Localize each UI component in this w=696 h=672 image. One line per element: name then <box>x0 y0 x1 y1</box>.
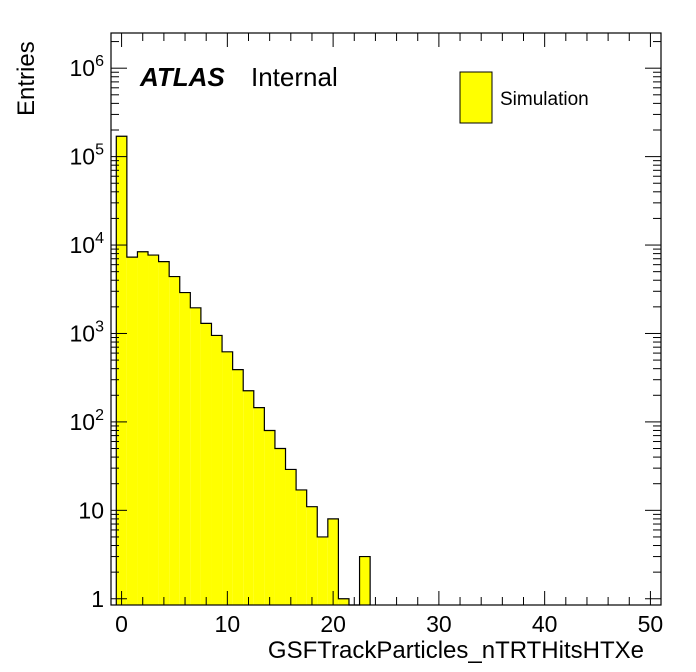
x-tick-label: 50 <box>638 611 664 637</box>
histogram-bar <box>137 251 149 605</box>
histogram-bar <box>190 307 201 605</box>
x-axis-title: GSFTrackParticles_nTRTHitsHTXe <box>268 637 644 664</box>
histogram-bar <box>243 390 254 605</box>
histogram-bar <box>338 598 349 605</box>
histogram-bar <box>158 261 170 605</box>
histogram-bar <box>317 536 328 605</box>
legend-label-simulation: Simulation <box>500 89 589 110</box>
histogram-bar <box>264 430 275 605</box>
histogram-bar <box>274 448 286 605</box>
histogram-bar <box>211 335 223 605</box>
internal-label: Internal <box>251 62 338 92</box>
x-tick-label: 30 <box>426 611 452 637</box>
y-tick-label: 102 <box>70 407 105 435</box>
y-tick-label: 1 <box>91 586 104 612</box>
y-axis-title: Entries <box>13 41 40 116</box>
legend-swatch-simulation <box>459 71 493 124</box>
x-tick-label: 10 <box>215 611 241 637</box>
y-tick-labels: 1 10 102 103 104 105 106 <box>70 53 105 612</box>
y-tick-label: 10 <box>78 497 104 523</box>
histogram-bar <box>296 489 307 605</box>
histogram-bar <box>179 292 191 605</box>
histogram-bar <box>116 136 127 605</box>
histogram-bar <box>232 369 244 605</box>
histogram-bar <box>306 506 318 605</box>
x-tick-label: 20 <box>320 611 346 637</box>
atlas-label: ATLAS <box>139 62 225 92</box>
histogram-bars <box>116 136 371 605</box>
axis-ticks <box>111 33 661 605</box>
histogram-bar <box>285 469 297 605</box>
y-tick-label: 104 <box>70 230 105 258</box>
x-tick-label: 40 <box>532 611 558 637</box>
x-tick-label: 0 <box>115 611 128 637</box>
histogram-bar <box>126 257 138 605</box>
histogram-bar <box>359 556 371 605</box>
y-tick-label: 105 <box>70 142 105 170</box>
histogram-outline <box>115 135 371 606</box>
histogram-bar <box>327 518 339 605</box>
histogram-bar <box>253 407 265 605</box>
histogram-bar <box>169 276 180 605</box>
histogram-bar <box>222 351 233 605</box>
legend: Simulation <box>459 71 589 124</box>
histogram-bar <box>148 255 159 605</box>
histogram-bar <box>200 323 212 605</box>
plot-frame <box>110 32 662 606</box>
x-tick-labels: 0 10 20 30 40 50 <box>115 611 663 637</box>
y-tick-label: 106 <box>70 53 105 81</box>
y-tick-label: 103 <box>70 318 105 346</box>
